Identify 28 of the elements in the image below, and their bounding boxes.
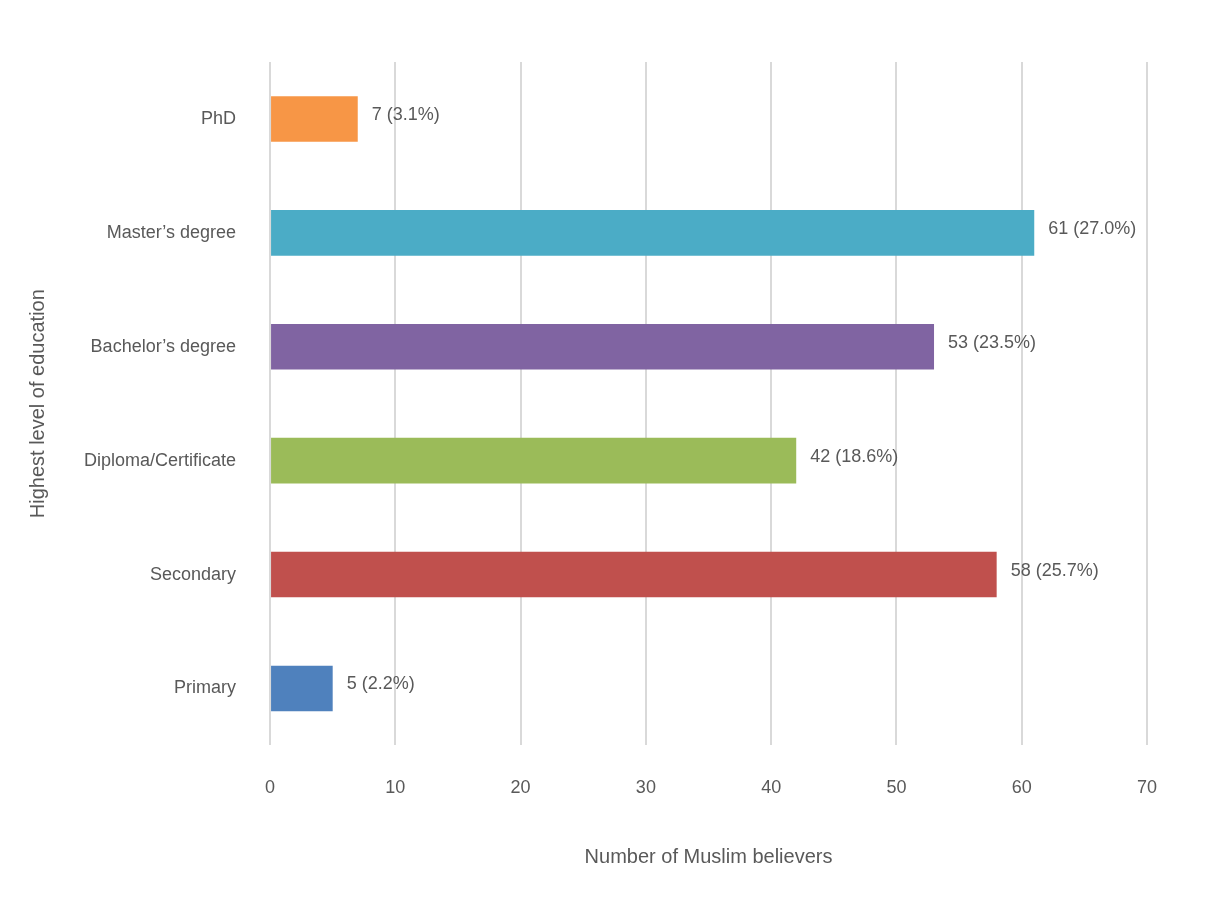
x-tick-label: 70 bbox=[1136, 777, 1158, 798]
bar bbox=[271, 210, 1035, 256]
bar bbox=[271, 323, 935, 370]
y-axis-title: Highest level of education bbox=[25, 289, 48, 519]
bar bbox=[271, 437, 797, 484]
y-tick-label: Bachelor’s degree bbox=[90, 335, 237, 356]
data-label: 42 (18.6%) bbox=[810, 445, 899, 466]
bar bbox=[271, 551, 997, 598]
y-tick-label: Master’s degree bbox=[106, 221, 237, 242]
y-tick-label: Diploma/Certificate bbox=[83, 449, 237, 470]
bar bbox=[271, 96, 358, 142]
x-tick-label: 30 bbox=[635, 777, 656, 798]
x-tick-label: 20 bbox=[510, 777, 531, 798]
bar bbox=[271, 665, 333, 712]
x-axis-title: Number of Muslim believers bbox=[584, 844, 833, 867]
x-tick-label: 60 bbox=[1011, 777, 1032, 798]
x-tick-label: 50 bbox=[886, 777, 907, 798]
x-tick-label: 40 bbox=[761, 777, 782, 798]
y-tick-label: Secondary bbox=[149, 563, 237, 584]
data-label: 53 (23.5%) bbox=[948, 331, 1037, 352]
data-label: 61 (27.0%) bbox=[1048, 217, 1137, 238]
y-tick-label: Primary bbox=[174, 677, 237, 698]
data-label: 58 (25.7%) bbox=[1010, 559, 1099, 580]
data-label: 5 (2.2%) bbox=[346, 673, 415, 694]
y-tick-label: PhD bbox=[201, 107, 237, 128]
x-tick-label: 0 bbox=[265, 777, 276, 798]
data-label: 7 (3.1%) bbox=[371, 103, 440, 124]
x-tick-label: 10 bbox=[385, 777, 406, 798]
